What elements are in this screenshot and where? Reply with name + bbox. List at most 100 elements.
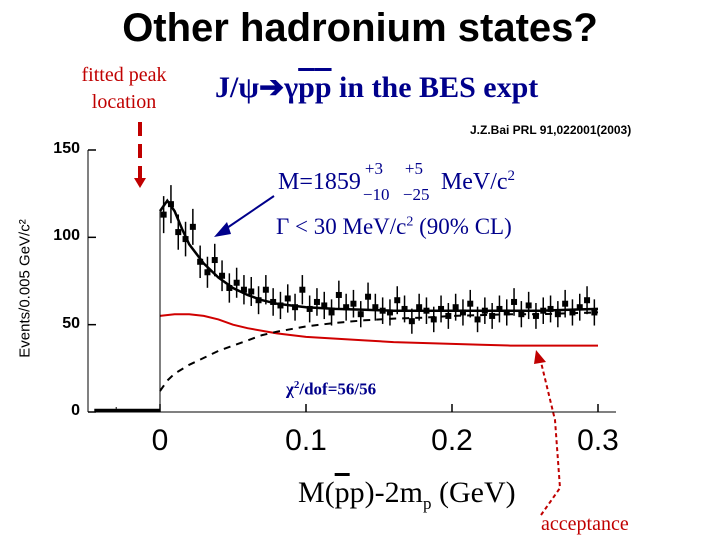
data-point-marker <box>394 297 401 304</box>
data-point-marker <box>343 304 350 311</box>
x-axis-label: M(pp)-2mp (GeV) <box>298 476 516 514</box>
fitted-peak-arrowhead <box>134 178 146 188</box>
data-point-marker <box>182 236 189 243</box>
data-point-marker <box>189 223 196 230</box>
data-point <box>226 273 233 303</box>
data-point <box>219 260 226 292</box>
data-point-marker <box>489 312 496 319</box>
data-point <box>459 299 466 326</box>
data-point-marker <box>591 309 598 316</box>
phase-space-curve <box>159 311 599 392</box>
data-point-marker <box>313 298 320 305</box>
data-point <box>160 196 167 234</box>
data-point-marker <box>379 307 386 314</box>
acceptance-curve <box>159 313 598 347</box>
slide-title: Other hadronium states? <box>122 6 598 50</box>
data-point <box>562 289 569 318</box>
width-result: Γ < 30 MeV/c2 (90% CL) <box>276 214 512 240</box>
mass-err-up-stat: +3 <box>364 159 383 179</box>
chi2-text: /dof=56/56 <box>299 379 377 399</box>
data-point-marker <box>335 291 342 298</box>
y-tick-label: 100 <box>53 227 80 245</box>
mass-err-dn-sys: −25 <box>402 185 430 205</box>
subtitle-suffix: in the BES expt <box>331 71 539 104</box>
data-point-marker <box>306 305 313 312</box>
data-point <box>525 291 532 320</box>
data-point-marker <box>197 258 204 265</box>
data-point-marker <box>569 309 576 316</box>
data-point-marker <box>416 304 423 311</box>
fitted-peak-annotation: fitted peak location <box>81 64 167 113</box>
data-point <box>248 276 255 306</box>
data-point <box>496 295 503 323</box>
data-point <box>262 275 269 305</box>
data-point <box>481 297 488 324</box>
data-point-marker <box>467 300 474 307</box>
data-point <box>430 306 437 333</box>
width-text: Γ < 30 MeV/c <box>276 214 407 239</box>
data-point <box>328 299 335 326</box>
data-point-marker <box>321 302 328 309</box>
data-point-marker <box>511 298 518 305</box>
data-point <box>584 286 591 315</box>
data-point <box>204 256 211 288</box>
data-point-marker <box>430 316 437 323</box>
data-point <box>197 245 204 279</box>
data-point-marker <box>292 304 299 311</box>
data-point <box>467 289 474 318</box>
data-point <box>357 301 364 328</box>
data-point <box>518 301 525 328</box>
xlabel-sub: p <box>423 494 432 513</box>
data-point-marker <box>459 309 466 316</box>
data-point <box>423 297 430 324</box>
y-tick-label: 50 <box>62 314 80 332</box>
mass-err-up-sys: +5 <box>404 159 423 179</box>
data-point <box>394 286 401 315</box>
data-point <box>569 299 576 326</box>
data-point-marker <box>503 309 510 316</box>
data-point-marker <box>547 305 554 312</box>
x-tick-label: 0.3 <box>577 424 619 457</box>
mass-unit-exp: 2 <box>507 168 516 184</box>
chi2-symbol: χ <box>286 379 294 399</box>
data-point-marker <box>386 309 393 316</box>
data-point-marker <box>365 293 372 300</box>
data-point <box>511 288 518 316</box>
data-point <box>489 303 496 329</box>
width-cl: (90% CL) <box>413 214 512 239</box>
data-point-marker <box>277 302 284 309</box>
data-point-marker <box>284 295 291 302</box>
y-tick-label: 150 <box>53 140 80 157</box>
data-point <box>532 303 539 329</box>
data-point-marker <box>357 311 364 318</box>
data-point <box>335 280 342 310</box>
data-point-marker <box>554 311 561 318</box>
data-point <box>284 284 291 313</box>
data-point-marker <box>262 286 269 293</box>
data-point <box>445 303 452 329</box>
data-point <box>306 295 313 323</box>
y-axis-label: Events/0.005 GeV/c² <box>16 219 34 358</box>
data-point-marker <box>233 279 240 286</box>
xlabel-b: p)-2m <box>349 476 423 509</box>
xlabel-c: (GeV) <box>431 476 516 509</box>
mass-pointer-line <box>223 195 275 231</box>
data-point <box>401 295 408 323</box>
data-point <box>255 286 262 315</box>
data-point-marker <box>540 307 547 314</box>
data-point <box>211 243 218 277</box>
x-tick-label: 0.2 <box>431 424 473 457</box>
data-point <box>408 308 415 334</box>
data-point-marker <box>401 305 408 312</box>
xlabel-pbar: p <box>334 476 350 509</box>
data-point <box>365 282 372 311</box>
data-point <box>277 291 284 320</box>
data-point-marker <box>350 300 357 307</box>
data-point-marker <box>423 307 430 314</box>
xlabel-a: M( <box>298 476 335 509</box>
data-point <box>372 293 379 321</box>
data-point-marker <box>532 312 539 319</box>
x-tick-label: 0 <box>151 424 169 457</box>
data-point-marker <box>211 257 218 264</box>
subtitle-p: p <box>298 71 315 104</box>
